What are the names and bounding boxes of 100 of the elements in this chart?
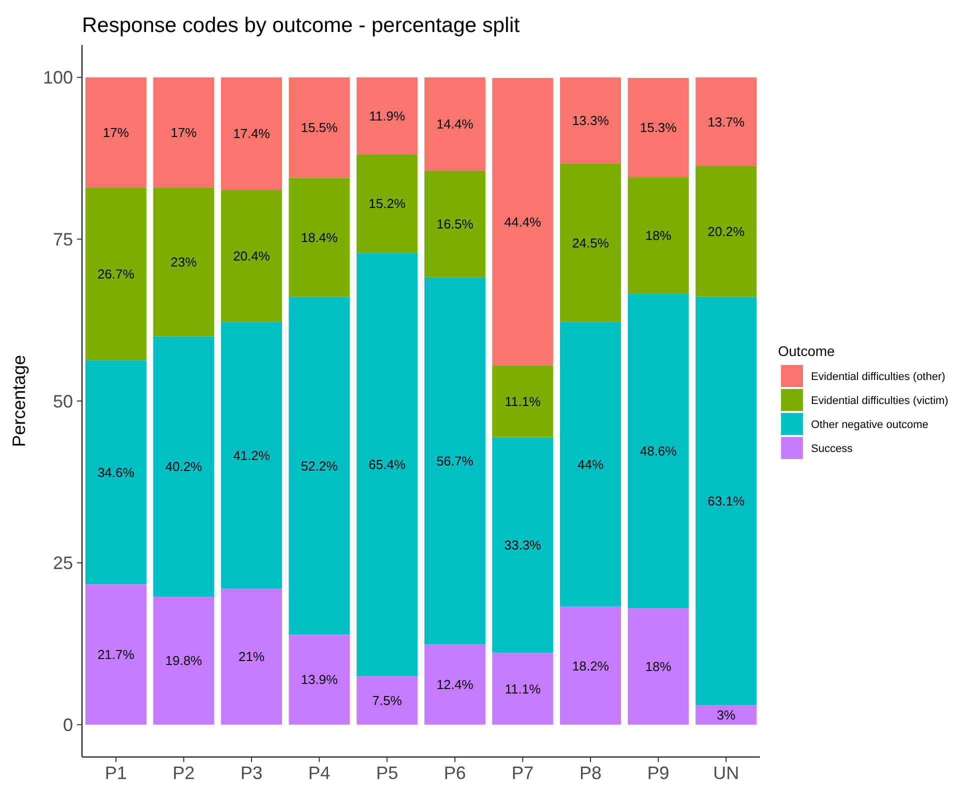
x-tick-label: P7 — [512, 763, 534, 783]
data-label: 18.2% — [572, 658, 610, 674]
data-label: 20.4% — [233, 248, 270, 264]
bar — [85, 77, 146, 188]
bar — [220, 190, 282, 322]
data-label: 13.7% — [708, 114, 745, 130]
data-label: 21% — [238, 649, 265, 664]
y-tick-label: 75 — [52, 229, 73, 250]
bar — [85, 187, 146, 360]
bar — [424, 170, 486, 278]
data-label: 65.4% — [368, 456, 406, 472]
data-label: 7.5% — [372, 692, 402, 708]
bar — [85, 584, 146, 725]
legend-title: Outcome — [778, 343, 836, 359]
bar — [628, 177, 689, 294]
data-label: 48.6% — [640, 443, 678, 458]
legend-label: Success — [811, 442, 854, 455]
bar — [424, 644, 486, 725]
bar — [560, 606, 622, 725]
bar — [288, 178, 350, 297]
data-label: 44% — [577, 456, 604, 472]
legend-label: Evidential difficulties (victim) — [811, 394, 948, 407]
x-tick-label: UN — [713, 763, 740, 783]
data-label: 44.4% — [504, 214, 542, 230]
data-label: 52.2% — [300, 458, 338, 474]
data-label: 41.2% — [233, 448, 270, 463]
bar — [696, 705, 757, 725]
bar — [696, 296, 757, 706]
data-label: 18.4% — [300, 230, 338, 245]
x-tick-label: P3 — [240, 763, 263, 783]
bar — [220, 77, 282, 190]
bar — [560, 163, 622, 322]
bar — [356, 252, 418, 676]
data-label: 19.8% — [165, 653, 203, 668]
data-label: 13.3% — [572, 112, 610, 128]
bar — [492, 365, 554, 438]
data-label: 34.6% — [97, 464, 135, 480]
data-label: 33.3% — [504, 538, 542, 553]
data-label: 11.1% — [504, 681, 542, 696]
x-tick-label: P2 — [172, 763, 195, 783]
bar — [153, 596, 214, 725]
data-label: 3% — [716, 707, 736, 722]
data-label: 20.2% — [708, 224, 745, 239]
bar — [288, 77, 350, 178]
y-axis-title: Percentage — [9, 354, 29, 448]
data-label: 23% — [170, 254, 198, 270]
data-label: 11.1% — [504, 394, 542, 409]
legend-label: Other negative outcome — [811, 418, 928, 431]
y-tick-label: 25 — [52, 553, 73, 574]
bar — [628, 294, 689, 608]
bar — [560, 322, 622, 607]
data-label: 18% — [645, 228, 672, 243]
bar — [492, 652, 554, 725]
bar — [153, 77, 214, 188]
x-tick-label: P4 — [308, 763, 330, 783]
chart-title: Response codes by outcome - percentage split — [82, 14, 520, 37]
bar — [85, 360, 146, 584]
x-tick-label: P6 — [444, 763, 466, 783]
bar — [424, 77, 486, 171]
data-label: 15.5% — [300, 120, 338, 136]
data-label: 13.9% — [300, 672, 338, 688]
data-label: 15.3% — [640, 120, 678, 136]
bar — [424, 277, 486, 644]
y-tick-label: 100 — [42, 68, 73, 88]
bar — [220, 588, 282, 725]
data-label: 17% — [170, 124, 198, 140]
bar — [153, 187, 214, 336]
data-label: 21.7% — [97, 646, 135, 662]
y-tick-label: 0 — [62, 714, 73, 735]
bar — [696, 166, 757, 297]
data-label: 12.4% — [436, 677, 474, 692]
bar — [356, 77, 418, 154]
data-label: 56.7% — [436, 453, 474, 468]
bar — [288, 634, 350, 725]
bar — [220, 322, 282, 589]
data-label: 26.7% — [97, 266, 135, 282]
bar — [492, 437, 554, 653]
data-label: 16.5% — [436, 216, 474, 232]
x-tick-label: P8 — [579, 763, 602, 783]
data-label: 15.2% — [368, 196, 406, 212]
bar — [356, 676, 418, 725]
x-tick-label: P5 — [376, 763, 398, 783]
data-label: 63.1% — [708, 494, 745, 509]
y-tick-label: 50 — [52, 391, 73, 412]
data-label: 11.9% — [369, 108, 406, 124]
x-tick-label: P1 — [104, 763, 127, 783]
bar — [492, 78, 554, 366]
bar — [153, 336, 214, 596]
data-label: 40.2% — [165, 458, 203, 474]
x-tick-label: P9 — [647, 763, 670, 783]
bar — [628, 608, 689, 725]
bar — [356, 154, 418, 253]
data-label: 14.4% — [436, 116, 474, 132]
data-label: 18% — [645, 658, 672, 674]
data-label: 17% — [102, 124, 130, 140]
data-label: 24.5% — [572, 235, 610, 250]
bar — [288, 296, 350, 635]
legend-label: Evidential difficulties (other) — [811, 370, 946, 383]
data-label: 17.4% — [233, 126, 270, 142]
bar — [628, 78, 689, 178]
